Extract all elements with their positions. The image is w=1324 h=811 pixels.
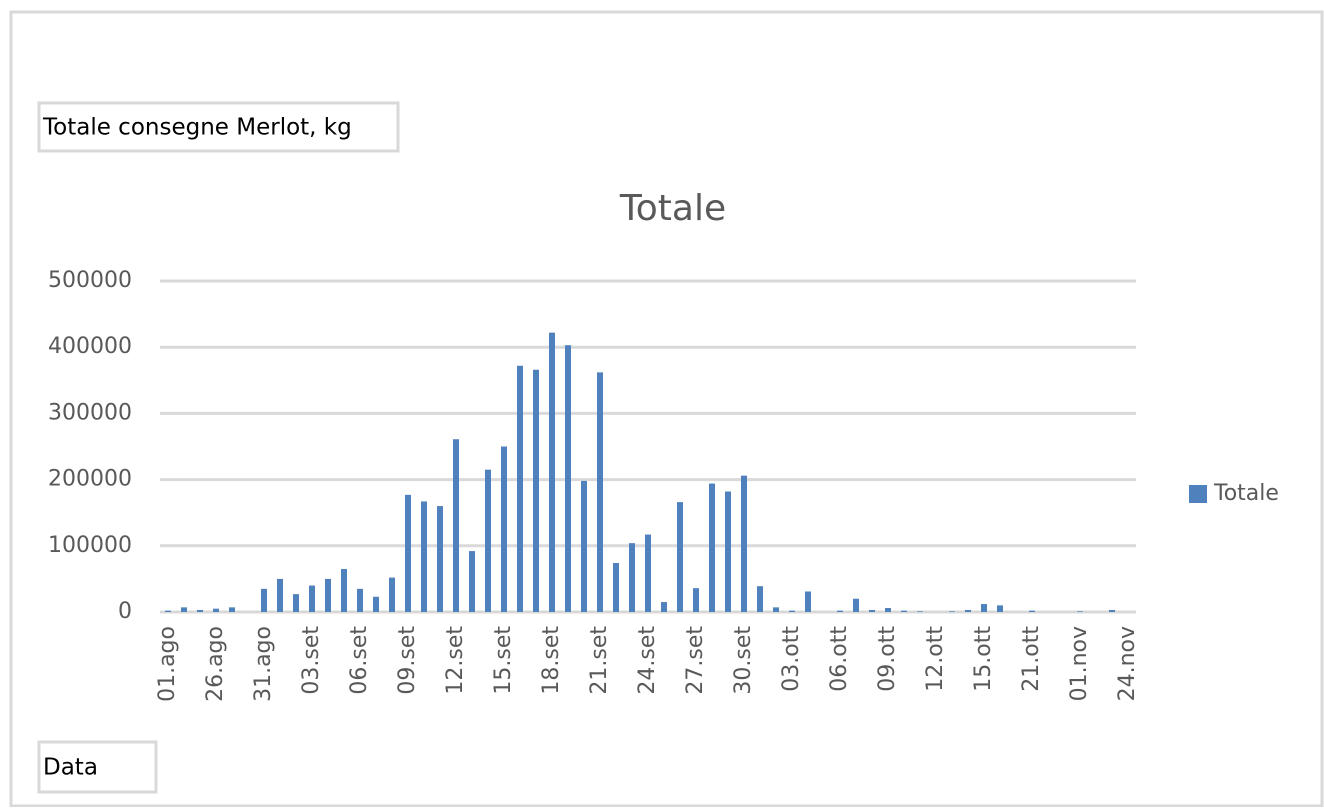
bar <box>261 588 267 612</box>
bar <box>341 568 347 612</box>
legend-label: Totale <box>1213 481 1279 506</box>
bar <box>981 604 987 612</box>
bar <box>805 591 811 612</box>
bar <box>661 602 667 612</box>
bar <box>853 598 859 612</box>
value-field-label: Totale consegne Merlot, kg <box>42 115 352 141</box>
y-tick-label: 100000 <box>48 533 132 558</box>
x-tick-label: 26.ago <box>203 626 228 702</box>
x-tick-label: 15.set <box>491 626 516 695</box>
x-tick-label: 27.set <box>683 626 708 695</box>
bar <box>213 608 219 612</box>
bar <box>885 608 891 612</box>
y-tick-label: 300000 <box>48 400 132 425</box>
bar <box>597 372 603 612</box>
value-field-button[interactable] <box>37 101 400 153</box>
bar <box>997 605 1003 612</box>
bar <box>533 369 539 612</box>
bar <box>789 610 795 612</box>
bar <box>1029 610 1035 612</box>
x-tick-label: 09.ott <box>875 626 900 692</box>
bar <box>357 588 363 612</box>
bar <box>469 551 475 612</box>
bar <box>581 480 587 612</box>
bar <box>1109 610 1115 612</box>
bar <box>453 439 459 612</box>
x-tick-label: 24.set <box>635 626 660 695</box>
bar <box>181 607 187 612</box>
x-tick-label: 24.nov <box>1115 626 1140 701</box>
bar <box>1077 611 1083 612</box>
bar <box>517 365 523 612</box>
bar <box>613 563 619 612</box>
x-tick-label: 21.set <box>587 626 612 695</box>
x-tick-label: 09.set <box>395 626 420 695</box>
bar <box>757 586 763 612</box>
x-tick-label: 18.set <box>539 626 564 695</box>
bar <box>645 534 651 612</box>
bar <box>773 607 779 612</box>
x-tick-label: 03.set <box>299 626 324 695</box>
x-tick-label: 15.ott <box>971 626 996 692</box>
x-tick-label: 30.set <box>731 626 756 695</box>
bar <box>949 611 955 612</box>
bar <box>565 345 571 612</box>
bar <box>725 491 731 612</box>
bar <box>693 588 699 612</box>
bar <box>501 446 507 612</box>
bar <box>293 594 299 612</box>
bar <box>917 611 923 612</box>
bar <box>325 578 331 612</box>
y-tick-label: 0 <box>118 599 132 624</box>
bar <box>901 610 907 612</box>
bar <box>405 494 411 612</box>
bar <box>485 469 491 612</box>
axis-field-label: Data <box>43 755 98 781</box>
axis-field-button[interactable] <box>37 740 158 794</box>
bar <box>373 596 379 612</box>
x-tick-label: 31.ago <box>251 626 276 702</box>
bar <box>629 543 635 612</box>
bar <box>837 610 843 612</box>
y-tick-label: 500000 <box>48 268 132 293</box>
y-tick-label: 200000 <box>48 467 132 492</box>
x-tick-label: 06.ott <box>827 626 852 692</box>
x-tick-label: 12.set <box>443 626 468 695</box>
x-tick-label: 03.ott <box>779 626 804 692</box>
chart-title: Totale <box>619 188 726 229</box>
legend-swatch <box>1189 485 1207 503</box>
x-tick-label: 12.ott <box>923 626 948 692</box>
x-tick-label: 01.ago <box>155 626 180 702</box>
bar <box>965 610 971 612</box>
bar <box>869 610 875 612</box>
bar <box>421 501 427 612</box>
bar <box>389 577 395 612</box>
x-tick-label: 21.ott <box>1019 626 1044 692</box>
bar <box>549 332 555 612</box>
bar <box>197 610 203 612</box>
x-tick-label: 01.nov <box>1067 626 1092 701</box>
bar <box>309 585 315 612</box>
bar <box>437 506 443 612</box>
x-tick-label: 06.set <box>347 626 372 695</box>
bar <box>165 610 171 612</box>
bar <box>741 475 747 612</box>
bar <box>229 607 235 612</box>
y-tick-label: 400000 <box>48 334 132 359</box>
bar <box>677 502 683 612</box>
bar <box>709 483 715 612</box>
bar <box>277 578 283 612</box>
